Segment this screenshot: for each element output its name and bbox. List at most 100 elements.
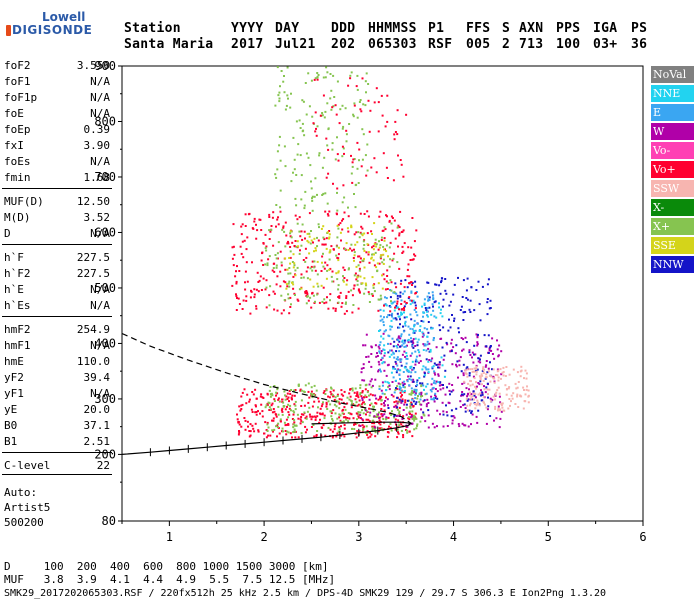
echo-point — [288, 267, 291, 269]
echo-point — [369, 431, 371, 434]
echo-point — [464, 372, 467, 375]
echo-point — [420, 395, 422, 398]
echo-point — [366, 430, 369, 433]
echo-point — [466, 298, 469, 301]
echo-point — [292, 410, 295, 413]
echo-point — [314, 418, 317, 421]
echo-point — [338, 416, 341, 419]
echo-point — [344, 248, 347, 251]
echo-point — [336, 136, 338, 139]
echo-point — [288, 280, 291, 283]
echo-point — [418, 351, 421, 354]
legend-item: W — [651, 123, 694, 140]
echo-point — [494, 374, 497, 376]
echo-point — [485, 376, 487, 379]
footer-file-line: SMK29_2017202065303.RSF / 220fx512h 25 k… — [4, 588, 607, 599]
echo-point — [327, 148, 330, 151]
echo-point — [263, 432, 265, 435]
echo-point — [414, 393, 417, 396]
echo-point — [458, 364, 461, 367]
echo-point — [314, 247, 317, 250]
echo-point — [394, 428, 397, 431]
echo-point — [450, 415, 453, 418]
echo-point — [517, 406, 520, 408]
echo-point — [316, 245, 318, 248]
echo-point — [341, 302, 344, 305]
echo-point — [441, 401, 444, 404]
echo-point — [338, 428, 341, 431]
echo-point — [409, 354, 412, 357]
echo-point — [331, 393, 334, 396]
echo-point — [337, 227, 340, 230]
param-name: fmin — [4, 171, 31, 184]
echo-point — [434, 395, 437, 398]
echo-point — [310, 230, 312, 232]
echo-point — [241, 240, 244, 243]
echo-point — [379, 294, 382, 297]
echo-point — [318, 154, 321, 157]
echo-point — [496, 339, 498, 342]
echo-point — [324, 210, 327, 213]
echo-point — [399, 291, 402, 294]
echo-point — [379, 210, 382, 213]
header-value-iga: 03+ — [593, 37, 618, 52]
echo-point — [443, 354, 446, 357]
echo-point — [412, 415, 415, 418]
echo-point — [349, 74, 352, 77]
echo-point — [260, 393, 263, 396]
echo-point — [284, 398, 287, 401]
echo-point — [403, 311, 405, 314]
echo-point — [332, 409, 335, 412]
echo-point — [345, 242, 348, 245]
echo-point — [262, 242, 265, 244]
echo-point — [496, 368, 499, 371]
echo-point — [309, 242, 312, 245]
echo-point — [268, 409, 271, 411]
echo-point — [477, 360, 480, 363]
echo-point — [397, 335, 400, 338]
echo-point — [316, 415, 319, 418]
echo-point — [489, 361, 491, 364]
echo-point — [415, 401, 418, 404]
echo-point — [474, 396, 477, 399]
echo-point — [355, 395, 358, 397]
echo-point — [386, 435, 389, 438]
echo-point — [408, 418, 411, 421]
echo-point — [516, 386, 519, 389]
param-separator — [2, 316, 112, 317]
echo-point — [385, 417, 388, 420]
echo-point — [304, 384, 307, 387]
echo-point — [402, 342, 405, 345]
echo-point — [359, 393, 362, 396]
echo-point — [394, 306, 396, 309]
echo-point — [401, 344, 403, 347]
echo-point — [280, 312, 283, 315]
echo-point — [487, 396, 489, 399]
echo-point — [298, 216, 301, 219]
echo-point — [478, 303, 481, 306]
echo-point — [429, 348, 432, 351]
param-row: foF2 3.550 — [2, 58, 110, 74]
echo-point — [336, 395, 339, 397]
echo-point — [379, 368, 381, 371]
echo-point — [422, 343, 425, 346]
echo-point — [308, 212, 311, 215]
echo-point — [424, 344, 427, 347]
header-label-ps: PS — [631, 21, 648, 36]
echo-point — [311, 209, 314, 212]
echo-point — [373, 253, 375, 256]
echo-point — [445, 341, 448, 344]
echo-point — [439, 329, 442, 332]
echo-point — [278, 400, 281, 403]
echo-point — [472, 390, 475, 393]
echo-point — [411, 410, 414, 413]
echo-point — [498, 426, 501, 429]
echo-point — [444, 278, 447, 280]
echo-point — [349, 399, 352, 402]
echo-point — [461, 393, 463, 396]
echo-point — [453, 317, 456, 320]
echo-point — [482, 367, 484, 370]
echo-point — [287, 97, 289, 100]
echo-point — [350, 224, 353, 227]
echo-point — [379, 256, 382, 259]
